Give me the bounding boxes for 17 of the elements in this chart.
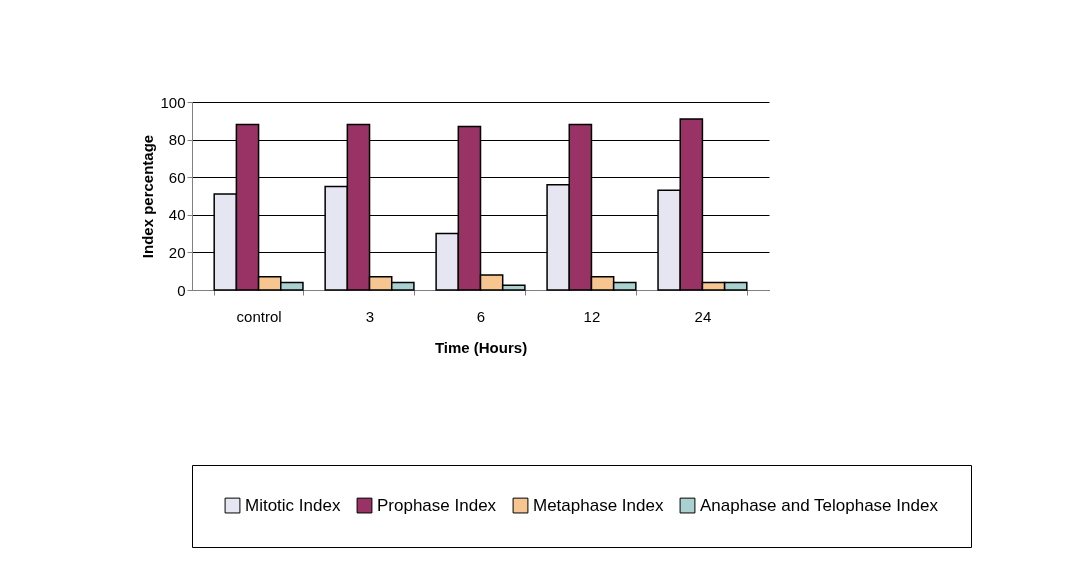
y-axis-title: Index percentage — [139, 134, 157, 259]
x-tick-label: control — [236, 307, 282, 325]
y-tick-label: 60 — [168, 168, 186, 186]
y-tick-label: 100 — [160, 93, 186, 111]
y-tick-label: 0 — [177, 281, 186, 299]
x-tick-label: 3 — [365, 307, 375, 325]
legend-label: Prophase Index — [377, 495, 497, 515]
y-tick-label: 80 — [168, 131, 186, 149]
legend-label: Mitotic Index — [245, 495, 341, 515]
legend-label: Metaphase Index — [533, 495, 664, 515]
x-axis-title: Time (Hours) — [434, 338, 528, 356]
y-tick-label: 20 — [168, 243, 186, 261]
legend-label: Anaphase and Telophase Index — [700, 495, 939, 515]
x-tick-label: 6 — [476, 307, 486, 325]
x-tick-label: 24 — [694, 307, 712, 325]
y-tick-label: 40 — [168, 206, 186, 224]
x-tick-label: 12 — [583, 307, 601, 325]
